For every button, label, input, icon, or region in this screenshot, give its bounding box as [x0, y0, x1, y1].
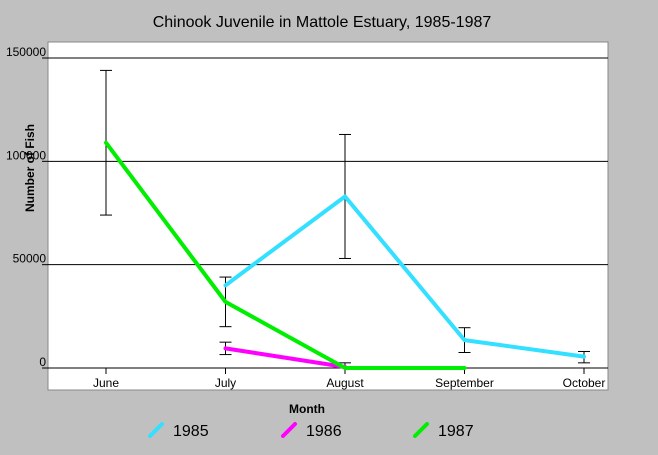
- legend-swatch-1987: [413, 422, 429, 438]
- x-tick-label: September: [435, 376, 494, 390]
- legend-label-1985: 1985: [173, 423, 209, 440]
- legend: 1985 1986 1987: [148, 422, 474, 440]
- legend-label-1986: 1986: [306, 423, 342, 440]
- chart-title: Chinook Juvenile in Mattole Estuary, 198…: [153, 14, 492, 31]
- y-tick-label: 50000: [13, 252, 47, 266]
- x-tick-label: October: [563, 376, 606, 390]
- x-axis-label: Month: [289, 402, 325, 416]
- grid-lines: [42, 57, 608, 374]
- legend-label-1987: 1987: [438, 423, 474, 440]
- y-tick-label: 100000: [6, 148, 46, 162]
- x-tick-label: July: [215, 376, 236, 390]
- y-tick-label: 150000: [6, 45, 46, 59]
- y-tick-label: 0: [39, 355, 46, 369]
- series-line-1986: [223, 346, 347, 369]
- x-tick-labels: June July August September October: [93, 376, 605, 390]
- y-axis-label: Number of Fish: [23, 124, 37, 212]
- y-tick-labels: 0 50000 100000 150000: [6, 45, 46, 369]
- plot-area: [47, 41, 609, 391]
- series-line-1987: [104, 140, 467, 370]
- x-tick-label: August: [326, 376, 364, 390]
- x-tick-label: June: [93, 376, 119, 390]
- series-lines: [104, 140, 586, 370]
- legend-swatch-1986: [281, 422, 297, 438]
- legend-swatch-1985: [148, 422, 164, 438]
- series-line-1985: [223, 194, 586, 359]
